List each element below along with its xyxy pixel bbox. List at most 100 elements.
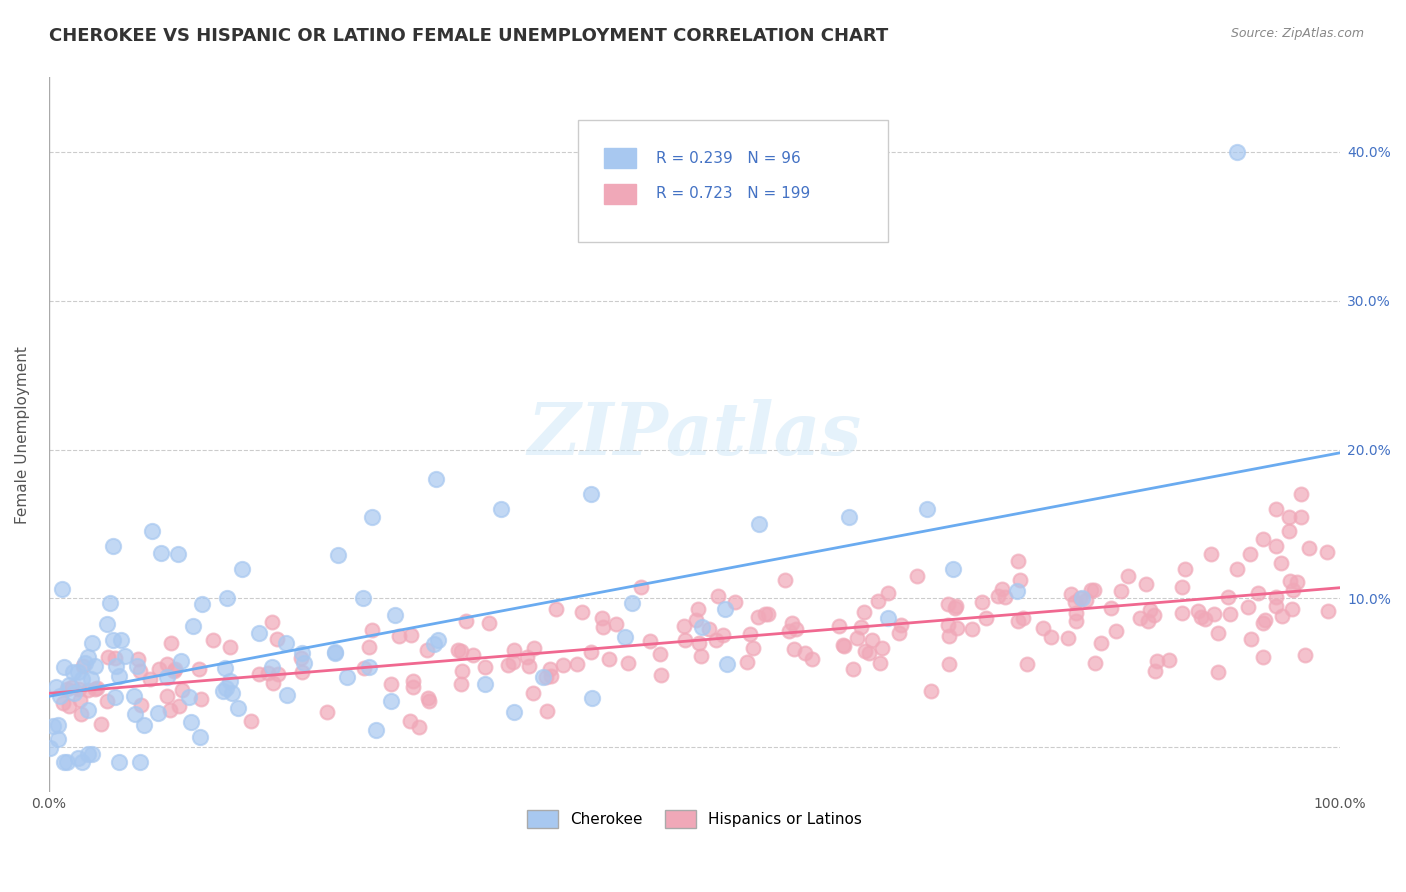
Hispanics or Latinos bbox=[416, 691, 439, 706]
Hispanics or Latinos bbox=[387, 629, 409, 643]
Cherokee bbox=[62, 665, 84, 679]
Hispanics or Latinos bbox=[724, 595, 747, 609]
Hispanics or Latinos bbox=[943, 601, 966, 615]
Hispanics or Latinos bbox=[688, 636, 710, 650]
Hispanics or Latinos bbox=[565, 657, 588, 671]
Hispanics or Latinos bbox=[239, 714, 262, 728]
Cherokee bbox=[167, 547, 190, 561]
Cherokee bbox=[52, 660, 75, 674]
Hispanics or Latinos bbox=[266, 632, 288, 647]
Hispanics or Latinos bbox=[1226, 562, 1249, 576]
Cherokee bbox=[141, 524, 163, 539]
Hispanics or Latinos bbox=[936, 618, 959, 632]
Hispanics or Latinos bbox=[832, 638, 855, 652]
Hispanics or Latinos bbox=[67, 682, 90, 697]
Cherokee bbox=[96, 616, 118, 631]
Hispanics or Latinos bbox=[747, 610, 769, 624]
Cherokee bbox=[326, 548, 349, 562]
Cherokee bbox=[214, 661, 236, 675]
Hispanics or Latinos bbox=[454, 614, 477, 628]
Hispanics or Latinos bbox=[159, 635, 181, 649]
Hispanics or Latinos bbox=[592, 620, 614, 634]
Cherokee bbox=[73, 656, 96, 670]
Hispanics or Latinos bbox=[129, 698, 152, 712]
Hispanics or Latinos bbox=[735, 655, 758, 669]
Cherokee bbox=[84, 658, 107, 673]
Hispanics or Latinos bbox=[127, 652, 149, 666]
Hispanics or Latinos bbox=[711, 627, 734, 641]
Hispanics or Latinos bbox=[77, 683, 100, 698]
Hispanics or Latinos bbox=[785, 622, 807, 636]
Hispanics or Latinos bbox=[987, 589, 1010, 603]
Hispanics or Latinos bbox=[1142, 608, 1164, 623]
Cherokee bbox=[124, 706, 146, 721]
Hispanics or Latinos bbox=[877, 586, 900, 600]
Hispanics or Latinos bbox=[832, 639, 855, 653]
Text: ZIPatlas: ZIPatlas bbox=[527, 400, 862, 470]
Hispanics or Latinos bbox=[591, 611, 613, 625]
Hispanics or Latinos bbox=[1129, 611, 1152, 625]
Cherokee bbox=[366, 723, 388, 737]
Hispanics or Latinos bbox=[960, 622, 983, 636]
Hispanics or Latinos bbox=[1118, 568, 1140, 582]
Hispanics or Latinos bbox=[1199, 547, 1222, 561]
Hispanics or Latinos bbox=[538, 662, 561, 676]
Cherokee bbox=[132, 718, 155, 732]
Hispanics or Latinos bbox=[148, 662, 170, 676]
Hispanics or Latinos bbox=[842, 661, 865, 675]
Hispanics or Latinos bbox=[1171, 580, 1194, 594]
Cherokee bbox=[336, 670, 359, 684]
Cherokee bbox=[80, 672, 103, 686]
Hispanics or Latinos bbox=[605, 616, 627, 631]
Hispanics or Latinos bbox=[1136, 615, 1159, 629]
Hispanics or Latinos bbox=[156, 657, 179, 672]
Hispanics or Latinos bbox=[1251, 649, 1274, 664]
Cherokee bbox=[690, 620, 713, 634]
Cherokee bbox=[156, 670, 179, 684]
Hispanics or Latinos bbox=[553, 658, 575, 673]
Cherokee bbox=[231, 562, 253, 576]
Hispanics or Latinos bbox=[1216, 591, 1239, 605]
Hispanics or Latinos bbox=[451, 664, 474, 678]
Hispanics or Latinos bbox=[890, 617, 912, 632]
Hispanics or Latinos bbox=[571, 605, 593, 619]
Hispanics or Latinos bbox=[163, 664, 186, 678]
Hispanics or Latinos bbox=[738, 626, 761, 640]
Hispanics or Latinos bbox=[828, 619, 851, 633]
Hispanics or Latinos bbox=[1286, 575, 1309, 590]
Hispanics or Latinos bbox=[1171, 606, 1194, 620]
Hispanics or Latinos bbox=[86, 681, 108, 696]
Hispanics or Latinos bbox=[1298, 541, 1320, 556]
Hispanics or Latinos bbox=[262, 676, 284, 690]
Cherokee bbox=[170, 654, 193, 668]
Hispanics or Latinos bbox=[970, 595, 993, 609]
Cherokee bbox=[360, 509, 382, 524]
Hispanics or Latinos bbox=[938, 657, 960, 671]
Hispanics or Latinos bbox=[1007, 554, 1029, 568]
Hispanics or Latinos bbox=[1206, 626, 1229, 640]
Legend: Cherokee, Hispanics or Latinos: Cherokee, Hispanics or Latinos bbox=[522, 804, 868, 834]
Hispanics or Latinos bbox=[938, 629, 960, 643]
Hispanics or Latinos bbox=[72, 659, 94, 673]
Hispanics or Latinos bbox=[1057, 631, 1080, 645]
Cherokee bbox=[323, 646, 346, 660]
Cherokee bbox=[46, 718, 69, 732]
Cherokee bbox=[55, 755, 77, 769]
Cherokee bbox=[942, 562, 965, 576]
Hispanics or Latinos bbox=[1236, 599, 1258, 614]
Cherokee bbox=[80, 747, 103, 761]
Cherokee bbox=[474, 677, 496, 691]
Hispanics or Latinos bbox=[1012, 611, 1035, 625]
Hispanics or Latinos bbox=[155, 690, 177, 704]
Hispanics or Latinos bbox=[1277, 509, 1299, 524]
Cherokee bbox=[108, 755, 131, 769]
Cherokee bbox=[66, 750, 89, 764]
Cherokee bbox=[76, 703, 98, 717]
Cherokee bbox=[52, 755, 75, 769]
Hispanics or Latinos bbox=[399, 714, 422, 728]
Hispanics or Latinos bbox=[638, 633, 661, 648]
Cherokee bbox=[181, 619, 204, 633]
Hispanics or Latinos bbox=[1064, 606, 1087, 620]
Hispanics or Latinos bbox=[1264, 502, 1286, 516]
Hispanics or Latinos bbox=[128, 664, 150, 678]
